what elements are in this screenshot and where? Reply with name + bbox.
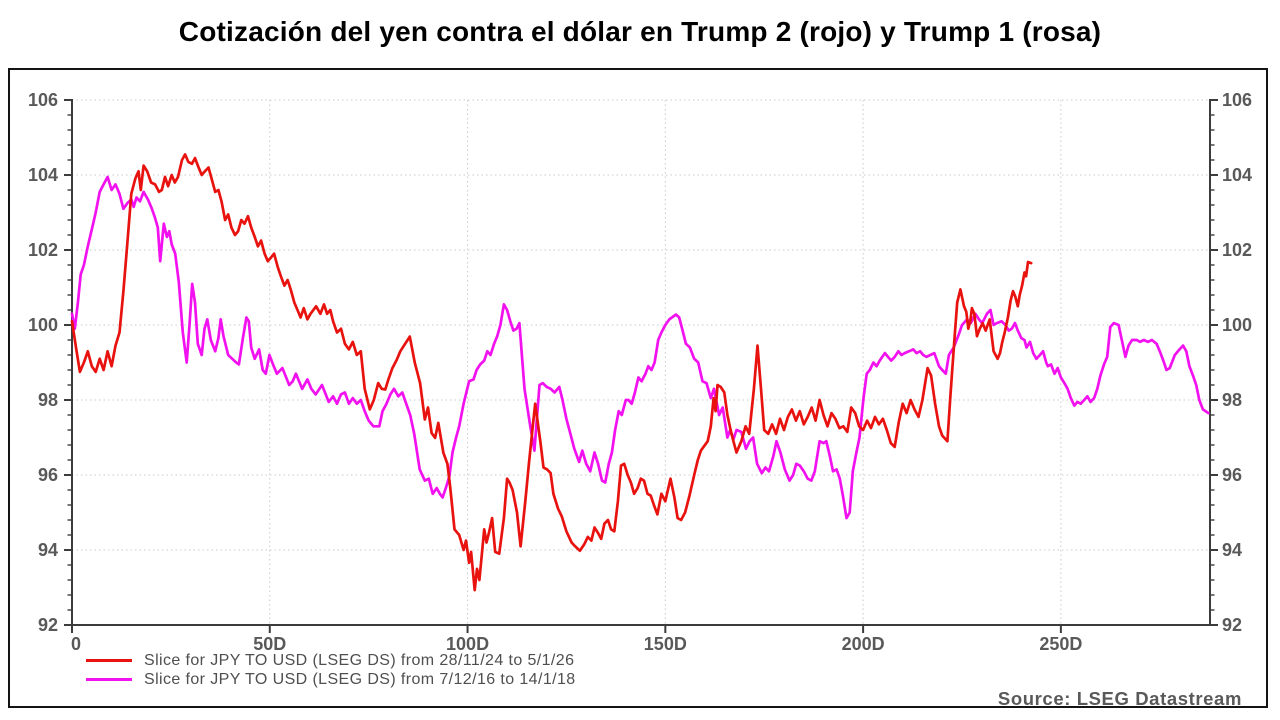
legend-item-trump2: Slice for JPY TO USD (LSEG DS) from 28/1… — [86, 651, 576, 670]
legend-item-trump1: Slice for JPY TO USD (LSEG DS) from 7/12… — [86, 670, 576, 689]
legend-swatch-red-line — [86, 659, 132, 662]
chart-title: Cotización del yen contra el dólar en Tr… — [178, 16, 1102, 47]
x-tick-label: 250D — [1039, 634, 1082, 654]
y-tick-label-right: 102 — [1222, 240, 1252, 260]
chart-legend: Slice for JPY TO USD (LSEG DS) from 28/1… — [86, 651, 576, 689]
y-tick-label-left: 98 — [38, 390, 58, 410]
legend-label-trump1: Slice for JPY TO USD (LSEG DS) from 7/12… — [144, 670, 576, 688]
series-line-trump1-pink — [70, 175, 1210, 520]
x-tick-label: 200D — [842, 634, 885, 654]
y-tick-label-right: 98 — [1222, 390, 1242, 410]
y-tick-label-left: 102 — [28, 240, 58, 260]
y-tick-label-right: 100 — [1222, 315, 1252, 335]
y-tick-label-right: 106 — [1222, 90, 1252, 110]
y-tick-label-right: 92 — [1222, 615, 1242, 635]
y-tick-label-right: 94 — [1222, 540, 1242, 560]
legend-swatch-pink-line — [86, 678, 132, 681]
y-tick-label-left: 92 — [38, 615, 58, 635]
source-note: Source: LSEG Datastream — [997, 688, 1242, 709]
x-tick-label: 50D — [253, 634, 286, 654]
y-tick-label-left: 106 — [28, 90, 58, 110]
x-tick-label: 100D — [446, 634, 489, 654]
x-tick-label: 0 — [71, 634, 81, 654]
series-line-trump2-red — [70, 153, 1033, 592]
y-tick-label-right: 96 — [1222, 465, 1242, 485]
x-tick-label: 150D — [644, 634, 687, 654]
y-tick-label-left: 100 — [28, 315, 58, 335]
chart-border-frame — [8, 68, 1268, 708]
y-tick-label-left: 104 — [28, 165, 58, 185]
legend-label-trump2: Slice for JPY TO USD (LSEG DS) from 28/1… — [144, 651, 575, 669]
y-tick-label-left: 94 — [38, 540, 58, 560]
y-tick-label-left: 96 — [38, 465, 58, 485]
y-tick-label-right: 104 — [1222, 165, 1252, 185]
